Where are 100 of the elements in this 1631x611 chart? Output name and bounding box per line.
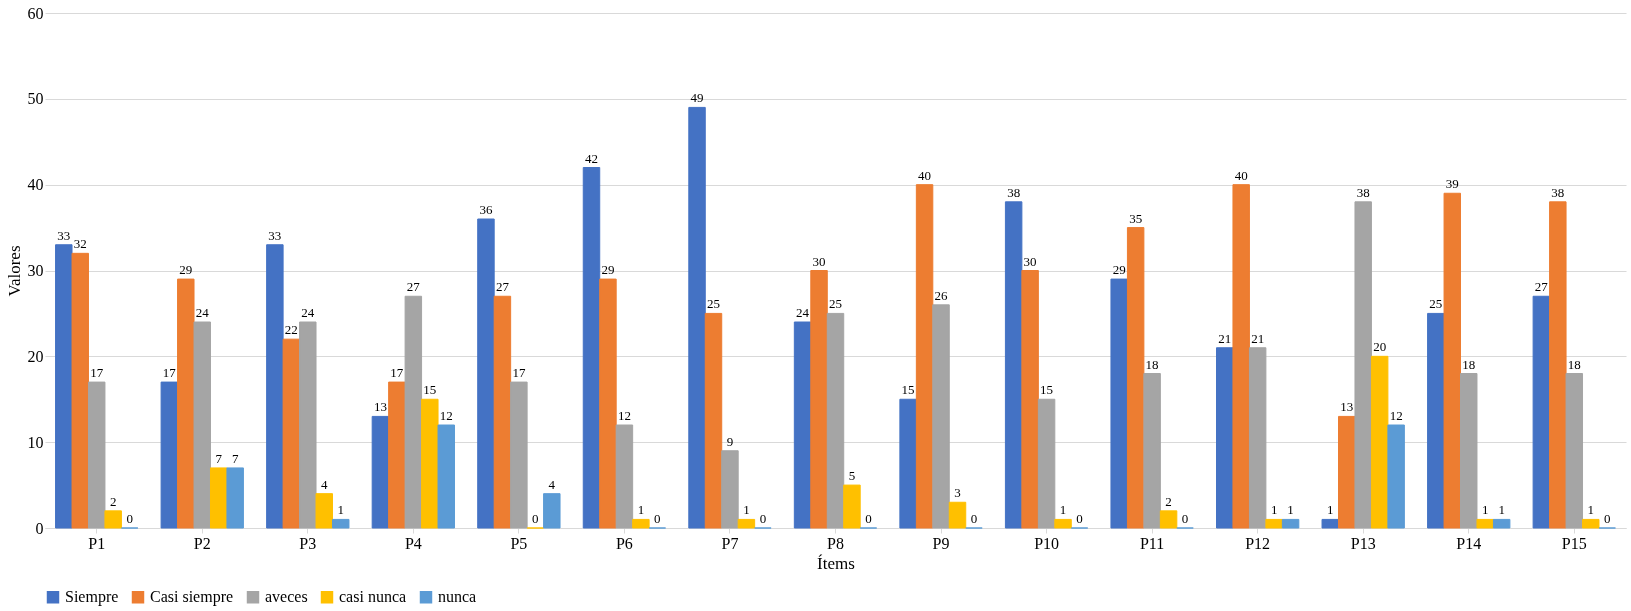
bar (1582, 518, 1600, 529)
data-label: 0 (1603, 511, 1611, 526)
bar (177, 278, 195, 529)
data-label: 2 (1165, 493, 1172, 509)
bar (1370, 355, 1389, 529)
bar (688, 106, 706, 529)
data-label: 1 (1481, 502, 1489, 518)
bar (226, 467, 244, 529)
data-label: 3 (954, 485, 961, 501)
data-label: 0 (1076, 511, 1083, 526)
data-label: 17 (512, 365, 526, 381)
x-tick-label: P4 (404, 534, 422, 552)
data-label: 1 (637, 502, 645, 518)
data-label: 30 (812, 253, 826, 269)
bar (160, 381, 179, 529)
bar (55, 244, 73, 529)
data-label: 13 (373, 399, 387, 415)
x-tick-label: P8 (827, 534, 844, 552)
bar (371, 415, 390, 529)
data-label: 27 (406, 279, 421, 295)
y-tick-label: 10 (27, 433, 44, 451)
bar (1460, 373, 1478, 529)
bar (331, 518, 350, 529)
bar (404, 295, 423, 529)
y-tick-label: 0 (35, 519, 44, 537)
data-label: 40 (1234, 167, 1248, 183)
bar (1354, 201, 1372, 529)
data-label: 20 (1373, 339, 1387, 355)
data-label: 18 (1462, 356, 1476, 372)
x-axis-title: Ítems (817, 553, 855, 573)
bar (737, 518, 756, 529)
bar (1216, 347, 1234, 529)
bar (1126, 227, 1145, 529)
x-tick-label: P2 (193, 534, 211, 552)
data-label: 1 (1059, 502, 1067, 518)
data-label: 0 (1181, 511, 1189, 526)
data-label: 29 (1112, 262, 1126, 278)
bar (915, 184, 934, 529)
data-label: 38 (1356, 184, 1370, 200)
data-label: 15 (423, 382, 437, 398)
data-label: 49 (690, 90, 704, 106)
data-label: 36 (479, 202, 493, 217)
bar (493, 295, 512, 529)
data-label: 7 (215, 450, 223, 466)
bar (1110, 278, 1128, 529)
bar (704, 312, 723, 529)
data-label: 38 (1007, 184, 1021, 200)
data-label: 18 (1567, 356, 1581, 372)
data-label: 27 (495, 279, 510, 295)
bar (1549, 201, 1567, 529)
bar (193, 321, 211, 529)
bar (599, 278, 617, 529)
data-label: 4 (548, 476, 556, 492)
data-label: 29 (179, 262, 193, 278)
legend-label: Siempre (65, 588, 119, 607)
x-tick-label: P1 (88, 534, 106, 552)
bar (721, 450, 739, 529)
data-label: 1 (1287, 502, 1294, 518)
bar (1265, 518, 1283, 529)
bar (899, 398, 917, 529)
legend-label: casi nunca (339, 588, 407, 606)
data-label: 0 (654, 511, 661, 526)
bar (510, 381, 528, 529)
data-label: 27 (1534, 279, 1549, 295)
bar (1565, 373, 1584, 529)
legend-label: aveces (265, 588, 308, 606)
x-tick-label: P5 (510, 534, 528, 552)
x-tick-label: P10 (1034, 534, 1060, 552)
data-label: 0 (970, 511, 978, 526)
bar (582, 167, 601, 529)
data-label: 15 (901, 382, 915, 398)
x-tick-label: P3 (299, 534, 317, 552)
data-label: 40 (918, 167, 932, 183)
bar (87, 381, 106, 529)
y-tick-label: 50 (27, 90, 44, 108)
data-label: 35 (1129, 210, 1143, 226)
bar (1021, 270, 1039, 529)
data-label: 0 (865, 511, 872, 526)
data-label: 12 (1389, 408, 1403, 423)
data-label: 13 (1340, 399, 1354, 415)
bar (1338, 415, 1356, 529)
bar (1004, 201, 1023, 529)
data-label: 7 (231, 450, 239, 466)
bar (932, 304, 950, 529)
data-label: 12 (439, 408, 453, 423)
bar (421, 398, 439, 529)
y-axis-title: Valores (4, 245, 24, 297)
data-label: 24 (301, 305, 315, 320)
bar (437, 424, 455, 529)
data-label: 1 (1327, 502, 1334, 518)
data-label: 9 (726, 433, 734, 449)
bar (477, 218, 495, 529)
data-label: 1 (337, 502, 344, 518)
data-label: 0 (126, 511, 133, 526)
bar (1387, 424, 1405, 529)
data-label: 32 (73, 236, 87, 252)
bar (1443, 192, 1462, 529)
data-label: 25 (1429, 296, 1443, 312)
bar (282, 338, 301, 529)
bar (209, 467, 228, 529)
